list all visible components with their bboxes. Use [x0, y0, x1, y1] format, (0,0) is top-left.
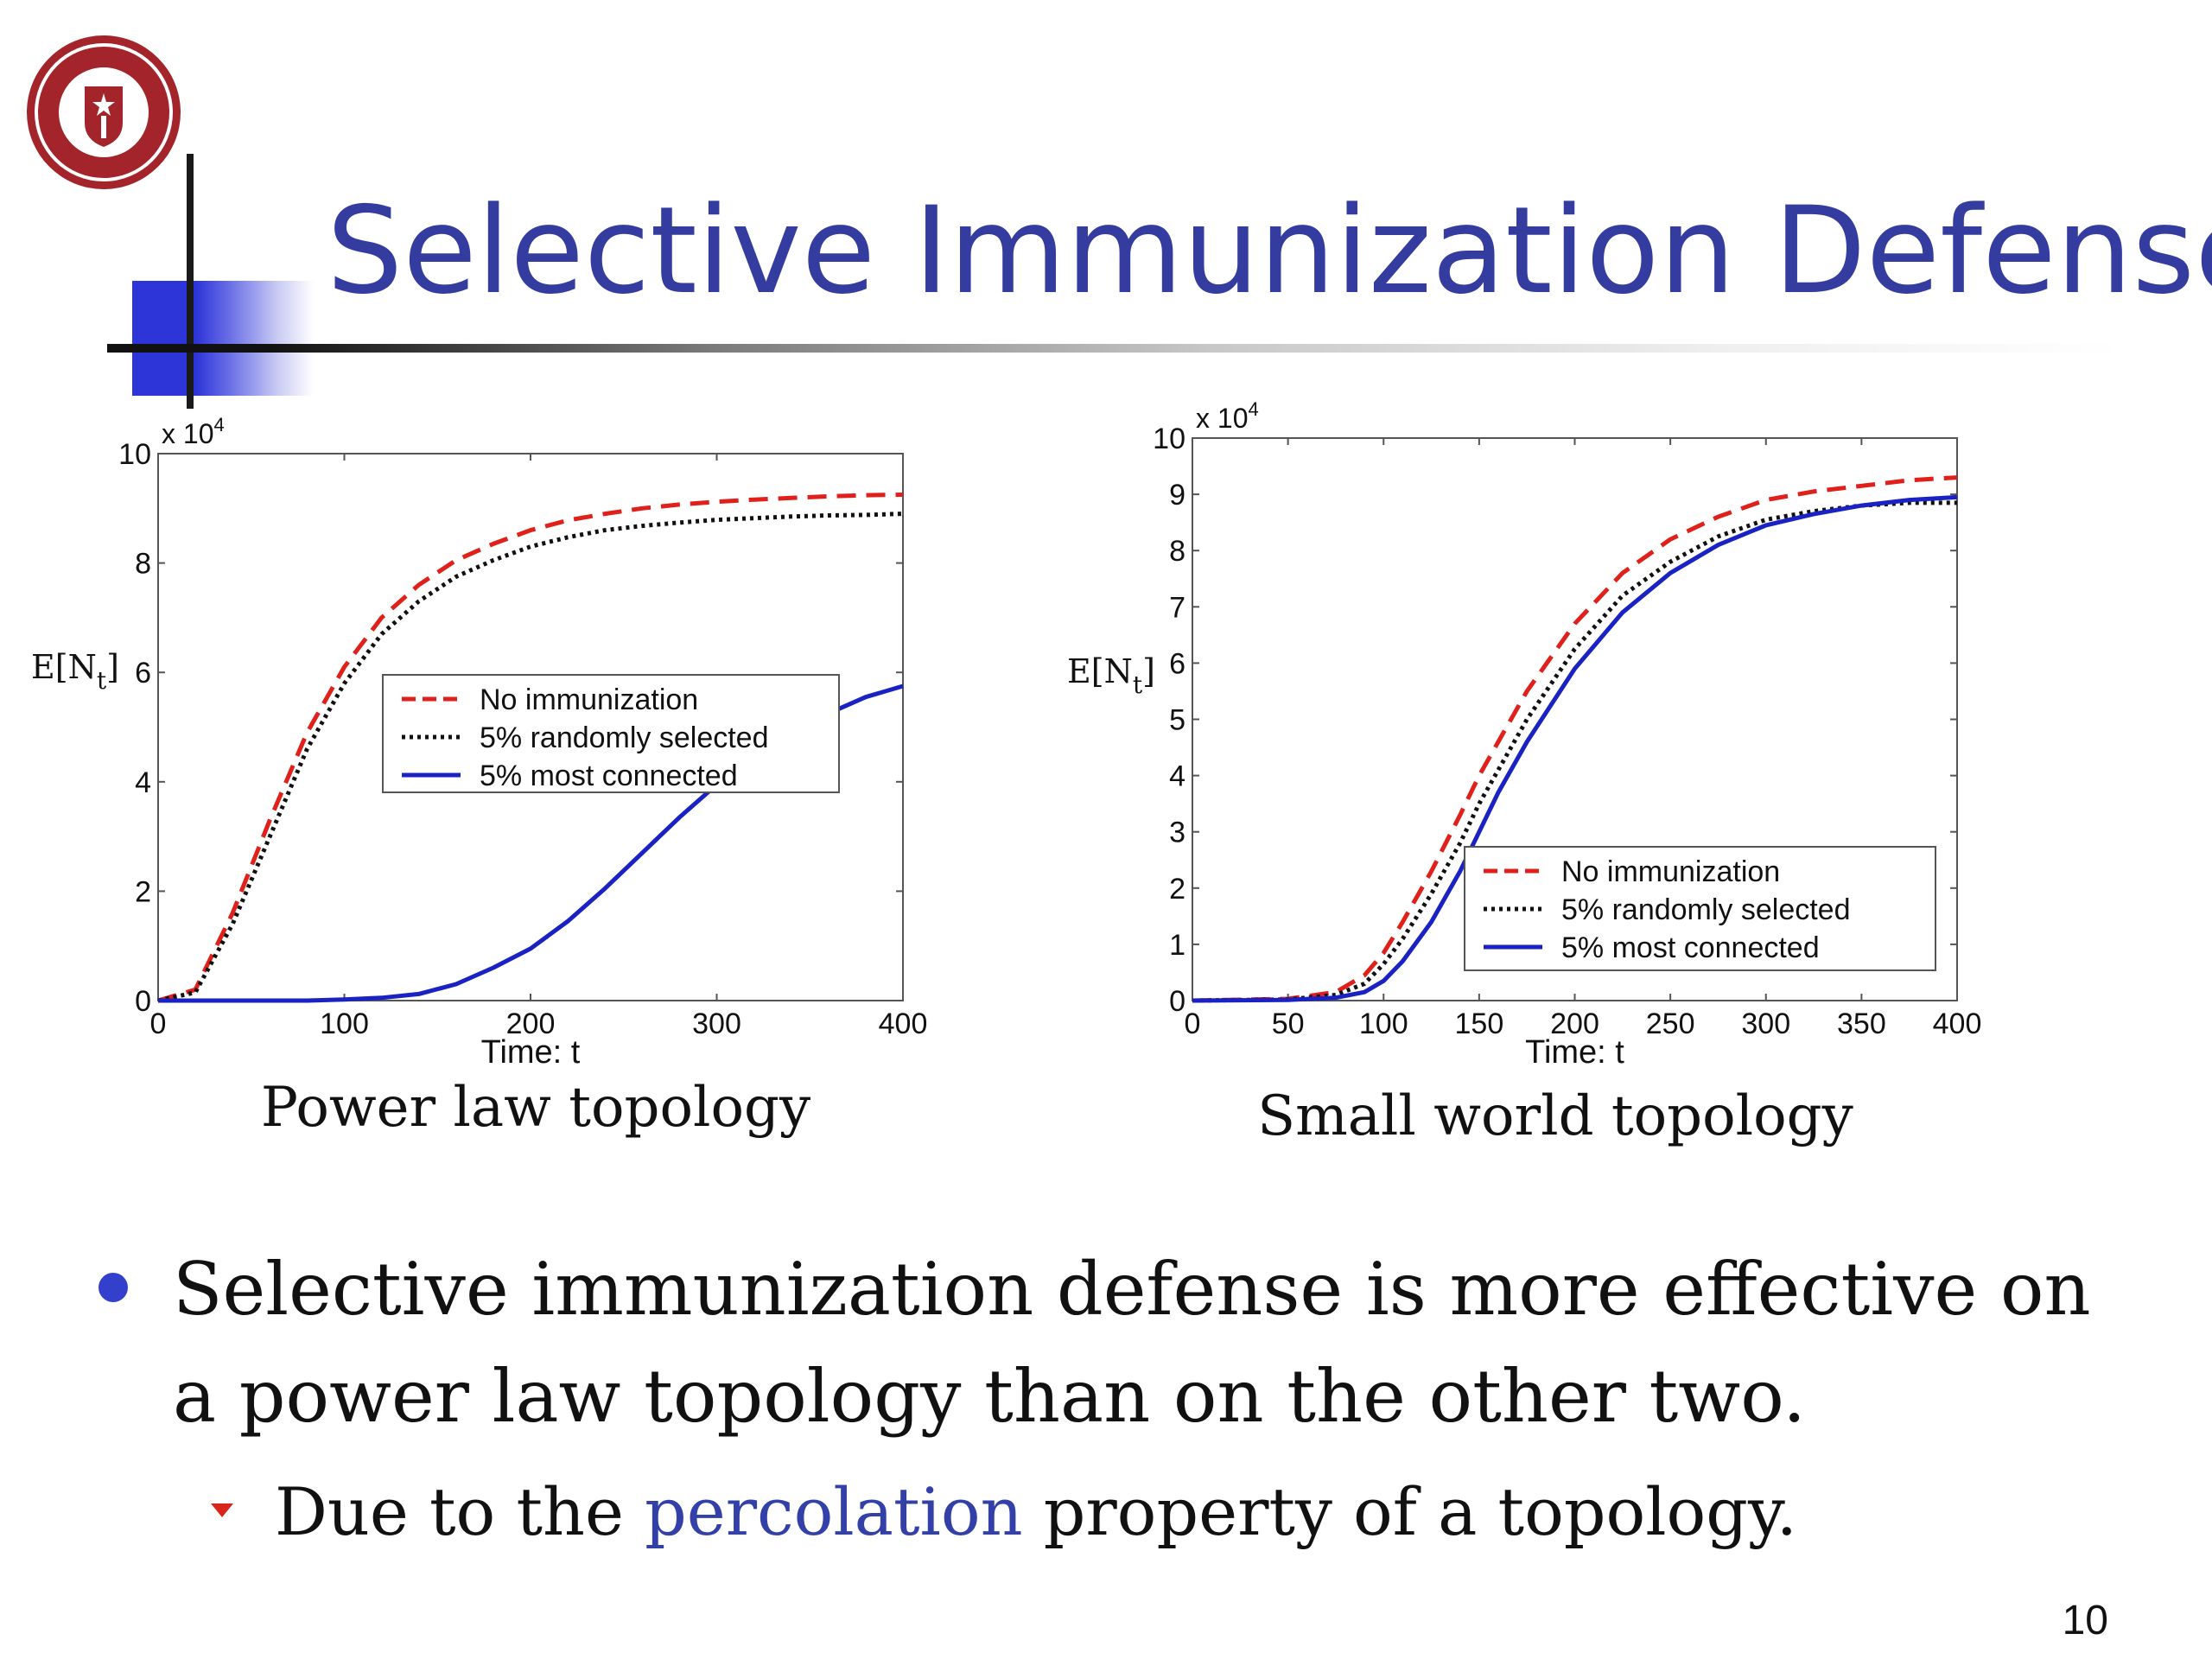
x-tick-label: 250 [1646, 1007, 1695, 1040]
x-tick-label: 100 [320, 1007, 369, 1040]
y-tick-label: 2 [135, 875, 151, 908]
y-scale-label: x 104 [1196, 398, 1259, 434]
decorative-blue-square [132, 281, 314, 396]
legend-label-1: No immunization [480, 683, 698, 716]
y-tick-label: 5 [1169, 704, 1185, 737]
y-tick-label: 10 [118, 438, 151, 471]
series-line-2 [1192, 500, 1957, 1003]
legend-label-3: 5% most connected [480, 760, 738, 792]
caption-power-law: Power law topology [260, 1076, 811, 1140]
y-tick-label: 4 [135, 766, 151, 799]
x-tick-label: 200 [506, 1007, 556, 1040]
legend-label-2: 5% randomly selected [1561, 893, 1851, 926]
series-line-3 [1192, 494, 1958, 1003]
page-number: 10 [2062, 1598, 2108, 1643]
y-tick-label: 0 [1169, 985, 1185, 1018]
decorative-vertical-rule [187, 154, 194, 409]
x-axis-label: Time: t [481, 1034, 581, 1071]
y-tick-label: 10 [1153, 423, 1185, 455]
x-axis-label: Time: t [1525, 1034, 1624, 1071]
decorative-horizontal-rule [107, 344, 2120, 353]
y-tick-label: 8 [1169, 535, 1185, 568]
y-scale-label: x 104 [162, 414, 225, 449]
x-tick-label: 300 [1741, 1007, 1790, 1040]
y-tick-label: 3 [1169, 817, 1185, 849]
caption-small-world: Small world topology [1257, 1084, 1853, 1148]
x-tick-label: 100 [1359, 1007, 1408, 1040]
chart-small-world: 0 50 100 150 200 250 300 350 400 0 1 2 3 4 5 6 7 8 9 10 x 10… [1067, 398, 1982, 1071]
university-seal-logo [27, 35, 181, 189]
series-line-1 [157, 493, 904, 1003]
x-tick-label: 0 [1185, 1007, 1201, 1040]
bullet-text-main: Selective immunization defense is more e… [173, 1247, 2091, 1439]
x-tick-label: 300 [692, 1007, 741, 1040]
x-tick-label: 400 [879, 1007, 928, 1040]
y-tick-label: 9 [1169, 479, 1185, 512]
sub-bullet-arrow-icon [211, 1503, 233, 1517]
series-line-1 [1192, 475, 1958, 1003]
legend-box [382, 674, 840, 793]
highlight-percolation: percolation [645, 1473, 1023, 1550]
sub-bullet-text-start: Due to the [275, 1473, 645, 1550]
legend-label-2: 5% randomly selected [480, 721, 769, 754]
y-tick-label: 1 [1169, 929, 1185, 962]
y-tick-label: 6 [1169, 647, 1185, 680]
y-tick-label: 2 [1169, 873, 1185, 906]
legend-label-1: No immunization [1561, 855, 1780, 888]
chart-power-law: 0 100 200 300 400 0 2 4 6 8 10 x 104 Time: t E[Nt] No … [31, 414, 928, 1071]
y-axis-label: E[Nt] [31, 648, 119, 695]
slide-title: Selective Immunization Defense [327, 181, 2212, 321]
legend-box [1464, 846, 1936, 971]
x-tick-label: 200 [1550, 1007, 1599, 1040]
y-tick-label: 8 [135, 548, 151, 581]
y-tick-label: 4 [1169, 760, 1185, 793]
sub-bullet-text-end: property of a topology. [1022, 1473, 1797, 1550]
y-tick-label: 6 [135, 657, 151, 690]
bullet-dot [99, 1273, 128, 1302]
y-axis-label: E[Nt] [1067, 652, 1155, 699]
legend-label-3: 5% most connected [1561, 931, 1820, 964]
series-line-2 [157, 512, 904, 1003]
x-tick-label: 50 [1272, 1007, 1305, 1040]
x-tick-label: 400 [1933, 1007, 1982, 1040]
x-tick-label: 0 [150, 1007, 167, 1040]
bullet-text-sub: Due to the percolation property of a top… [275, 1469, 2089, 1555]
x-tick-label: 150 [1455, 1007, 1504, 1040]
x-tick-label: 350 [1837, 1007, 1886, 1040]
y-tick-label: 0 [135, 985, 151, 1018]
y-tick-label: 7 [1169, 591, 1185, 624]
